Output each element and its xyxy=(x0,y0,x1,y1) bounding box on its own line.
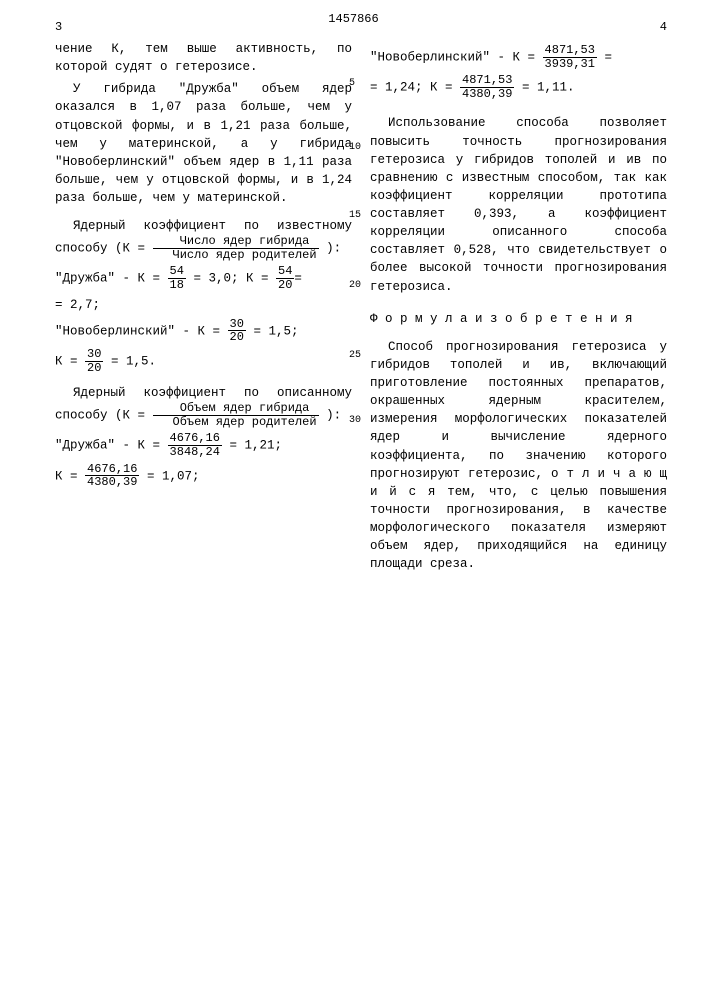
equation: "Дружба" - К = 54 18 = 3,0; К = 54 20 = xyxy=(55,265,352,291)
denominator: Число ядер родителей xyxy=(153,249,319,262)
fraction: 4871,53 4380,39 xyxy=(460,74,514,100)
right-column: "Новоберлинский" - К = 4871,53 3939,31 =… xyxy=(370,40,667,577)
numerator: 30 xyxy=(85,348,103,362)
fraction: 30 20 xyxy=(85,348,103,374)
numerator: 4871,53 xyxy=(543,44,597,58)
numerator: Число ядер гибрида xyxy=(153,235,319,249)
text: "Новоберлинский" - К = xyxy=(55,324,220,338)
line-number: 25 xyxy=(349,350,361,361)
text: = xyxy=(604,50,612,64)
text: "Дружба" - К = xyxy=(55,272,160,286)
fraction: 4871,53 3939,31 xyxy=(543,44,597,70)
fraction: Объем ядер гибрида Объем ядер родителей xyxy=(153,402,319,428)
fraction: Число ядер гибрида Число ядер родителей xyxy=(153,235,319,261)
claim-paragraph: Способ прогнозирования гетерозиса у гибр… xyxy=(370,338,667,574)
fraction: 54 18 xyxy=(168,265,186,291)
text: "Дружба" - К = xyxy=(55,439,160,453)
fraction: 4676,16 3848,24 xyxy=(168,432,222,458)
text: К = xyxy=(55,354,78,368)
line-number: 30 xyxy=(349,415,361,426)
text: ): xyxy=(326,242,341,256)
equation: "Дружба" - К = 4676,16 3848,24 = 1,21; xyxy=(55,432,352,458)
page: 1457866 3 4 5 10 15 20 25 30 чение К, те… xyxy=(0,0,707,607)
numerator: 4676,16 xyxy=(85,463,139,477)
paragraph: У гибрида "Дружба" объем ядер оказался в… xyxy=(55,80,352,207)
described-method-intro: Ядерный коэффициент по описанному способ… xyxy=(55,384,352,428)
denominator: 4380,39 xyxy=(460,88,514,101)
fraction: 54 20 xyxy=(276,265,294,291)
text: = 1,5. xyxy=(111,354,156,368)
fraction: 30 20 xyxy=(228,318,246,344)
text: К = xyxy=(55,469,78,483)
columns: чение К, тем выше активность, по которой… xyxy=(55,40,667,577)
numerator: 4676,16 xyxy=(168,432,222,446)
page-left-number: 3 xyxy=(55,20,62,34)
numerator: 30 xyxy=(228,318,246,332)
denominator: 20 xyxy=(276,279,294,292)
line-number: 10 xyxy=(349,142,361,153)
denominator: 3848,24 xyxy=(168,446,222,459)
text: = 1,11. xyxy=(522,81,575,95)
numerator: 4871,53 xyxy=(460,74,514,88)
equation: = 2,7; xyxy=(55,296,352,314)
patent-number: 1457866 xyxy=(328,12,378,26)
denominator: 20 xyxy=(85,362,103,375)
denominator: 4380,39 xyxy=(85,476,139,489)
paragraph: Использование способа позволяет повысить… xyxy=(370,114,667,295)
fraction: 4676,16 4380,39 xyxy=(85,463,139,489)
equation: К = 4676,16 4380,39 = 1,07; xyxy=(55,463,352,489)
text: = xyxy=(294,272,302,286)
line-number: 15 xyxy=(349,210,361,221)
denominator: 18 xyxy=(168,279,186,292)
text: = 1,07; xyxy=(147,469,200,483)
known-method-intro: Ядерный коэффициент по известному способ… xyxy=(55,217,352,261)
denominator: 3939,31 xyxy=(543,58,597,71)
text: = 1,5; xyxy=(253,324,298,338)
line-number: 20 xyxy=(349,280,361,291)
text: "Новоберлинский" - К = xyxy=(370,50,535,64)
formula-title: Ф о р м у л а и з о б р е т е н и я xyxy=(370,310,667,328)
numerator: 54 xyxy=(276,265,294,279)
denominator: 20 xyxy=(228,331,246,344)
equation: "Новоберлинский" - К = 30 20 = 1,5; xyxy=(55,318,352,344)
text: = 1,24; К = xyxy=(370,81,453,95)
numerator: 54 xyxy=(168,265,186,279)
text: ): xyxy=(326,409,341,423)
text: = 1,21; xyxy=(229,439,282,453)
denominator: Объем ядер родителей xyxy=(153,416,319,429)
paragraph: чение К, тем выше активность, по которой… xyxy=(55,40,352,76)
equation: "Новоберлинский" - К = 4871,53 3939,31 = xyxy=(370,44,667,70)
line-number: 5 xyxy=(349,78,355,89)
numerator: Объем ядер гибрида xyxy=(153,402,319,416)
page-right-number: 4 xyxy=(660,20,667,34)
equation: К = 30 20 = 1,5. xyxy=(55,348,352,374)
text: = 3,0; К = xyxy=(193,272,268,286)
equation: = 1,24; К = 4871,53 4380,39 = 1,11. xyxy=(370,74,667,100)
left-column: чение К, тем выше активность, по которой… xyxy=(55,40,352,577)
